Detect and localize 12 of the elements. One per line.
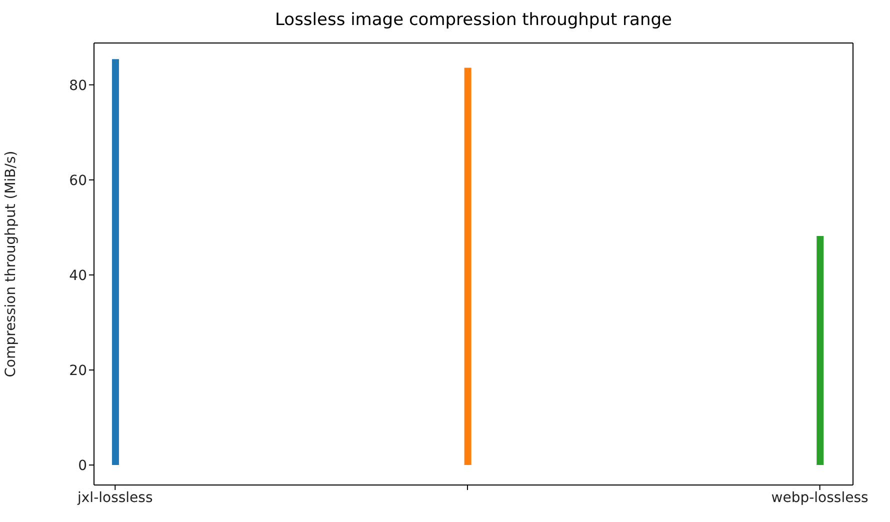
bar (112, 59, 119, 466)
y-tick-label: 0 (78, 458, 87, 474)
y-tick-label: 40 (69, 268, 87, 284)
x-tick-label: webp-lossless (771, 490, 868, 506)
y-tick-label: 80 (69, 78, 87, 94)
y-tick-label: 20 (69, 362, 87, 379)
bar (464, 68, 472, 466)
y-axis-title: Compression throughput (MiB/s) (2, 150, 19, 378)
chart-title: Lossless image compression throughput range (274, 10, 673, 30)
x-tick-label: jxl-lossless (76, 490, 153, 506)
y-tick-label: 60 (69, 172, 87, 189)
bar (816, 236, 824, 466)
